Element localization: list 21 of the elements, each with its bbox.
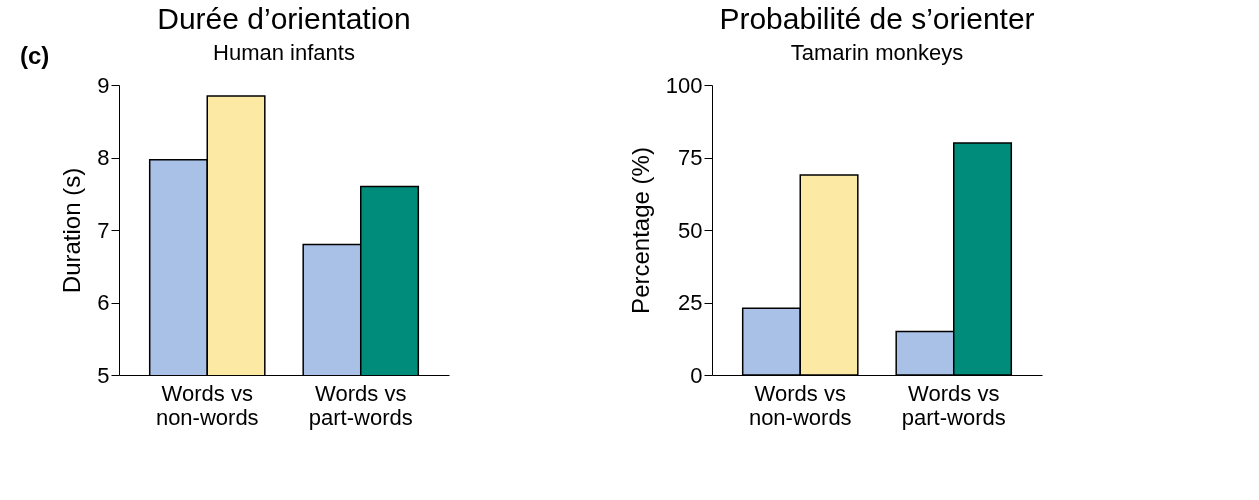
y-tick-label: 8 (97, 145, 110, 170)
y-tick-label: 75 (678, 145, 703, 170)
text: (c) (20, 42, 50, 70)
chart-title: Probabilité de s’orienter (719, 2, 1035, 35)
y-axis-title: Duration (s) (58, 167, 86, 294)
chart-subtitle: Tamarin monkeys (790, 40, 964, 65)
chart-subtitle: Human infants (213, 40, 355, 65)
y-axis-title: Percentage (%) (626, 147, 654, 314)
y-tick-label: 9 (97, 72, 110, 98)
y-tick-label: 7 (97, 217, 110, 243)
x-tick-label: Words vs part-words (901, 380, 1006, 430)
y-tick-label: 25 (678, 290, 703, 315)
x-tick-label: Words vs non-words (155, 380, 259, 430)
chart-title: Durée d’orientation (157, 2, 411, 35)
y-tick-label: 0 (690, 362, 703, 388)
y-tick-label: 50 (678, 217, 703, 243)
x-tick-label: Words vs non-words (748, 380, 852, 430)
y-tick-label: 6 (97, 290, 110, 315)
y-tick-label: 100 (665, 72, 703, 98)
y-tick-label: 5 (97, 362, 110, 388)
x-tick-label: Words vs part-words (308, 380, 413, 430)
